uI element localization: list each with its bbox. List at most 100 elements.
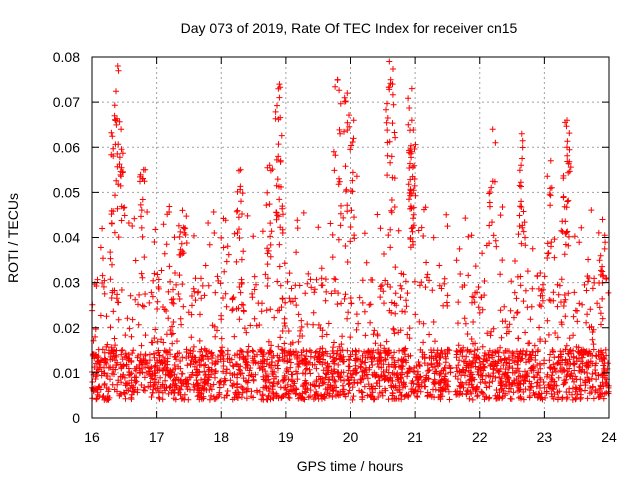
data-point (349, 139, 356, 145)
data-point (352, 347, 359, 354)
data-point (400, 271, 407, 278)
data-point (269, 166, 276, 173)
data-point (383, 106, 389, 113)
data-point (547, 192, 554, 199)
data-point (295, 338, 302, 345)
data-point (514, 382, 521, 389)
data-point (391, 300, 398, 307)
data-point (138, 207, 145, 214)
data-point (257, 364, 264, 371)
data-point (205, 282, 212, 289)
data-point (317, 359, 324, 366)
data-point (442, 364, 449, 371)
y-tick-label: 0.06 (53, 139, 80, 155)
data-point (280, 377, 287, 384)
data-point (131, 365, 138, 372)
data-point (402, 345, 409, 352)
data-point (498, 357, 505, 364)
data-point (537, 338, 544, 345)
data-point (492, 392, 499, 399)
data-point (362, 354, 369, 361)
data-point (118, 164, 125, 171)
data-point (234, 380, 241, 387)
data-point (342, 163, 349, 170)
data-point (235, 305, 242, 312)
data-point (275, 343, 282, 350)
data-point (345, 367, 352, 374)
data-point (342, 243, 349, 249)
data-point (545, 331, 552, 338)
data-point (439, 393, 446, 400)
data-point (192, 358, 199, 365)
data-point (465, 363, 472, 369)
data-point (410, 215, 417, 222)
data-point (175, 389, 182, 396)
data-point (94, 276, 101, 283)
data-point (142, 291, 149, 297)
data-point (349, 177, 356, 184)
data-point (344, 127, 351, 134)
data-point (469, 384, 476, 391)
data-point (243, 395, 250, 402)
data-point (480, 367, 487, 374)
data-point (340, 369, 347, 376)
data-point (164, 361, 171, 368)
data-point (465, 272, 472, 279)
data-point (515, 231, 522, 238)
data-point (421, 378, 428, 385)
data-point (403, 297, 409, 304)
data-point (356, 387, 363, 394)
data-point (476, 309, 483, 316)
data-point (521, 219, 528, 226)
data-point (240, 307, 247, 314)
data-point (115, 377, 122, 384)
data-point (406, 335, 413, 342)
data-point (212, 333, 219, 340)
data-point (506, 356, 513, 363)
data-point (181, 229, 188, 236)
data-point (473, 386, 480, 393)
data-point (373, 380, 380, 387)
data-point (307, 393, 314, 400)
data-point (425, 367, 432, 374)
data-point (279, 328, 286, 334)
data-point (371, 327, 378, 334)
data-point (139, 196, 146, 203)
data-point (452, 388, 459, 395)
data-point (313, 348, 320, 355)
data-point (339, 356, 346, 363)
data-point (379, 282, 385, 289)
data-point (523, 359, 529, 366)
data-point (377, 373, 384, 380)
data-point (215, 277, 222, 284)
data-point (97, 244, 104, 251)
data-point (403, 359, 410, 366)
data-point (105, 347, 112, 354)
data-point (349, 396, 356, 403)
data-point (411, 162, 418, 169)
data-point (155, 347, 162, 354)
data-point (260, 396, 267, 403)
data-point (223, 258, 230, 265)
data-point (430, 379, 437, 386)
data-point (327, 353, 334, 360)
data-point (474, 346, 481, 353)
data-point (346, 112, 352, 119)
data-point (585, 362, 592, 369)
data-point (332, 276, 339, 283)
data-point (523, 373, 530, 379)
data-point (352, 365, 359, 372)
data-point (540, 281, 546, 288)
data-point (187, 350, 194, 357)
data-point (303, 353, 309, 360)
data-point (276, 263, 283, 270)
data-point (114, 205, 121, 212)
data-point (364, 375, 371, 382)
data-point (112, 192, 118, 199)
data-point (406, 165, 413, 171)
data-point (98, 357, 105, 364)
data-point (349, 384, 356, 391)
data-point (517, 386, 524, 393)
data-point (391, 129, 398, 136)
data-point (518, 204, 525, 210)
